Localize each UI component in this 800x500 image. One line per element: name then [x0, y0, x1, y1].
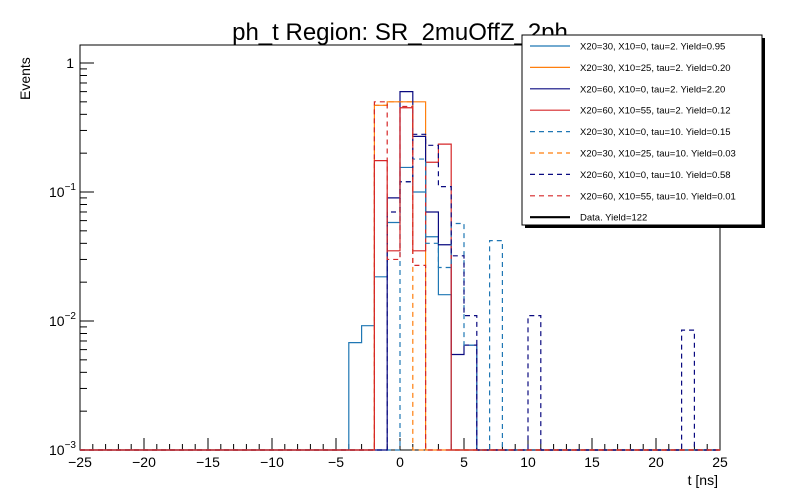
legend-box: [521, 34, 763, 226]
x-tick-label: 10: [520, 454, 536, 470]
series-line-6: [80, 133, 720, 451]
y-tick-label: 10−1: [49, 182, 76, 200]
legend-entry: X20=30, X10=0, tau=10. Yield=0.15: [580, 127, 731, 138]
x-axis-label: t [ns]: [688, 472, 718, 488]
legend-entry: X20=60, X10=55, tau=10. Yield=0.01: [580, 191, 736, 202]
x-tick-label: −20: [132, 454, 156, 470]
x-tick-label: −5: [328, 454, 344, 470]
y-tick-label: 10−2: [49, 311, 76, 329]
series-line-7: [80, 101, 720, 451]
x-tick-label: 20: [648, 454, 664, 470]
legend-entry: Data. Yield=122: [580, 213, 647, 224]
legend: X20=30, X10=0, tau=2. Yield=0.95 X20=30, …: [521, 34, 765, 228]
x-tick-label: 15: [584, 454, 600, 470]
y-axis-label: Events: [17, 57, 33, 100]
x-tick-label: 0: [396, 454, 404, 470]
x-tick-label: −25: [68, 454, 92, 470]
chart-title: ph_t Region: SR_2muOffZ_2ph: [232, 19, 568, 46]
legend-entry: X20=30, X10=0, tau=2. Yield=0.95: [580, 42, 725, 53]
series-line-5: [80, 101, 720, 451]
legend-entry: X20=30, X10=25, tau=2. Yield=0.20: [580, 63, 731, 74]
y-tick-label: 1: [66, 55, 74, 71]
x-tick-label: −10: [260, 454, 284, 470]
x-tick-label: 5: [460, 454, 468, 470]
legend-entry: X20=60, X10=0, tau=10. Yield=0.58: [580, 170, 731, 181]
legend-entry: X20=30, X10=25, tau=10. Yield=0.03: [580, 149, 736, 160]
y-tick-label: 10−3: [49, 440, 76, 458]
x-tick-label: 25: [712, 454, 728, 470]
legend-entry: X20=60, X10=0, tau=2. Yield=2.20: [580, 84, 725, 95]
plot-area: −25 −20 −15 −10 −5 0 5 10 15 20 25 1 10−1 10−2 10−3: [49, 44, 728, 470]
x-tick-label: −15: [196, 454, 220, 470]
legend-entry: X20=60, X10=55, tau=2. Yield=0.12: [580, 106, 731, 117]
